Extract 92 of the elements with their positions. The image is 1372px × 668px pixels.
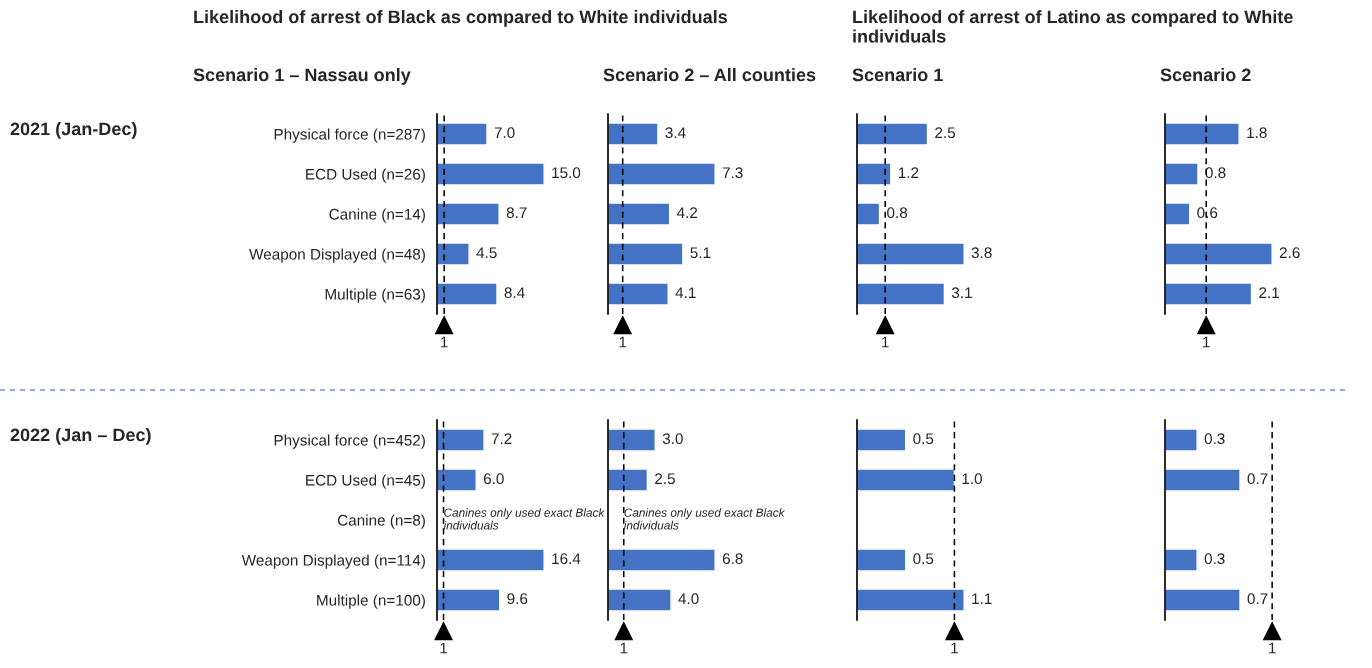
data-label: 2.5 [935,127,956,139]
chart-subtitle: Scenario 1 – Nassau only [193,68,411,85]
y-tick-label: Physical force (n=287) [274,128,425,143]
bar [608,162,716,186]
data-label: 0.7 [1247,593,1268,605]
data-label: 8.7 [506,207,527,219]
data-label: 5.1 [690,247,711,259]
bar [437,548,545,572]
bar [608,428,656,452]
data-label: 4.0 [678,593,699,605]
y-tick-label: Canine (n=14) [329,208,425,223]
bar [857,242,965,266]
data-label: 0.6 [1197,207,1218,219]
data-label: 0.8 [887,207,908,219]
bar [608,468,649,492]
data-label: 0.5 [913,553,934,565]
data-label: 6.0 [483,473,504,485]
data-label: 3.0 [662,433,683,445]
chart-subtitle: Scenario 2 – All counties [603,68,816,82]
bar [1165,202,1191,226]
data-label: 4.1 [675,287,696,298]
data-label: 0.7 [1247,473,1268,485]
bar [437,162,545,186]
y-tick-label: Weapon Displayed (n=48) [249,248,425,263]
bar [437,428,485,452]
data-label: 2.5 [655,473,675,485]
data-label: 6.8 [722,553,743,565]
bar [608,588,672,612]
annotation: Canines only used exact Black individuals [443,508,605,530]
bar [1165,162,1199,186]
bar [437,282,498,306]
bar [857,282,946,306]
bar [608,548,716,572]
data-label: 7.2 [491,433,512,444]
bar [608,282,669,306]
ref-line-label: 1 [619,336,627,348]
data-label: 16.4 [552,553,581,565]
y-tick-label: Multiple (n=63) [325,288,425,303]
bar [1165,282,1253,306]
chart-subtitle: Scenario 2 [1160,68,1251,82]
text: Likelihood of arrest of Latino as compared to White individuals [853,10,1293,43]
ref-line-label: 1 [440,642,448,654]
ref-line-label: 1 [1269,642,1276,654]
data-label: 1.2 [898,167,919,178]
y-tick-label: Physical force (n=452) [274,434,425,449]
ref-line-label: 1 [620,642,628,654]
data-label: 15.0 [552,167,581,179]
data-label: 8.4 [504,287,525,299]
y-tick-label: Weapon Displayed (n=114) [241,554,425,569]
bar [857,162,892,186]
bar [1165,122,1240,146]
y-tick-label: ECD Used (n=45) [306,474,425,489]
data-label: 1.1 [972,593,992,604]
bar [857,122,929,146]
data-label: 3.8 [971,247,992,259]
bar [608,122,659,146]
data-label: 2.6 [1279,247,1300,259]
ref-line-label: 1 [1203,336,1210,348]
text: 2022 (Jan – Dec) [10,428,151,445]
bar [437,468,477,492]
ref-line-label: 1 [441,336,448,348]
data-label: 9.6 [507,593,528,605]
bar [437,588,501,612]
data-label: 3.1 [951,287,972,299]
bar [1165,242,1273,266]
data-label: 0.8 [1205,167,1226,179]
data-label: 7.3 [722,167,743,179]
data-label: 1.8 [1247,127,1267,139]
data-label: 4.5 [476,247,497,259]
chart-title: Likelihood of arrest of Black as compared to White individuals [194,10,728,27]
chart-subtitle: Scenario 1 [852,68,943,82]
data-label: 0.3 [1204,553,1225,565]
y-tick-label: ECD Used (n=26) [306,168,425,183]
ref-line-label: 1 [951,642,958,654]
data-label: 1.0 [962,473,982,485]
data-label: 3.4 [665,127,686,139]
data-label: 0.5 [913,433,934,445]
y-tick-label: Canine (n=8) [337,514,425,529]
bar [608,202,671,226]
bar [437,242,470,266]
y-tick-label: Multiple (n=100) [317,594,425,609]
data-label: 2.1 [1259,287,1279,298]
text: 2021 (Jan-Dec) [10,122,137,139]
data-label: 0.3 [1204,433,1225,445]
bar [437,122,488,146]
bar [437,202,500,226]
bar [857,202,881,226]
ref-line-label: 1 [882,336,889,348]
bar [608,242,684,266]
data-label: 7.0 [494,127,515,139]
annotation: Canines only used exact Black individuals [623,508,786,530]
data-label: 4.2 [676,207,698,218]
